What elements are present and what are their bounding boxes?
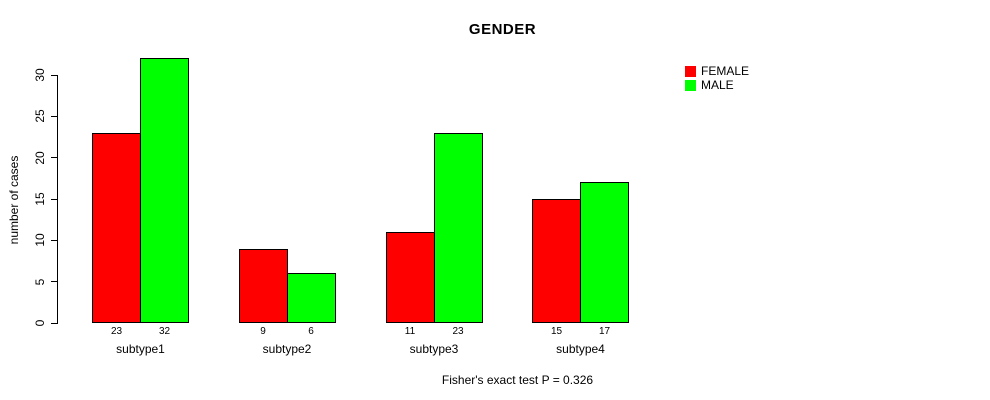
- y-axis-line: [57, 75, 58, 324]
- y-tick: [51, 322, 58, 324]
- bar-value-label: 23: [452, 326, 464, 337]
- bar-value-label: 32: [158, 326, 171, 337]
- x-category-label-subtype1: subtype1: [116, 342, 165, 356]
- y-tick: [51, 74, 58, 76]
- y-tick-label: 0: [33, 319, 47, 327]
- legend-label-female: FEMALE: [701, 64, 750, 78]
- bar-female-subtype3: [385, 232, 435, 323]
- y-tick-label: 5: [33, 278, 47, 285]
- legend-swatch-female: [685, 66, 696, 77]
- bar-value-label: 6: [308, 326, 314, 337]
- y-tick: [51, 198, 58, 200]
- bar-value-label: 11: [404, 326, 416, 337]
- footnote: Fisher's exact test P = 0.326: [441, 373, 594, 387]
- y-tick: [51, 281, 58, 283]
- y-tick-label: 20: [33, 150, 47, 165]
- x-category-label-subtype4: subtype4: [556, 342, 605, 356]
- x-category-label-subtype2: subtype2: [262, 342, 312, 356]
- bar-female-subtype2: [238, 248, 288, 323]
- y-tick-label: 15: [33, 192, 47, 206]
- bar-value-label: 9: [260, 326, 266, 337]
- y-tick: [51, 115, 58, 117]
- bar-value-label: 17: [598, 326, 611, 337]
- legend-swatch-male: [685, 79, 696, 91]
- bar-male-subtype1: [140, 58, 189, 323]
- bar-male-subtype3: [433, 132, 483, 323]
- y-tick-label: 25: [33, 109, 47, 124]
- bar-female-subtype1: [92, 132, 141, 323]
- y-tick-label: 30: [33, 68, 47, 82]
- bar-male-subtype2: [286, 273, 336, 323]
- bar-female-subtype4: [532, 199, 581, 323]
- legend-label-male: MALE: [701, 77, 734, 92]
- bar-value-label: 23: [110, 326, 123, 337]
- bar-male-subtype4: [580, 182, 629, 323]
- y-tick-label: 10: [33, 233, 47, 248]
- y-tick: [51, 157, 58, 159]
- chart-title: GENDER: [468, 21, 537, 38]
- x-category-label-subtype3: subtype3: [409, 342, 459, 356]
- y-tick: [51, 239, 58, 241]
- bar-value-label: 15: [550, 326, 563, 337]
- y-axis-label: number of cases: [7, 155, 21, 245]
